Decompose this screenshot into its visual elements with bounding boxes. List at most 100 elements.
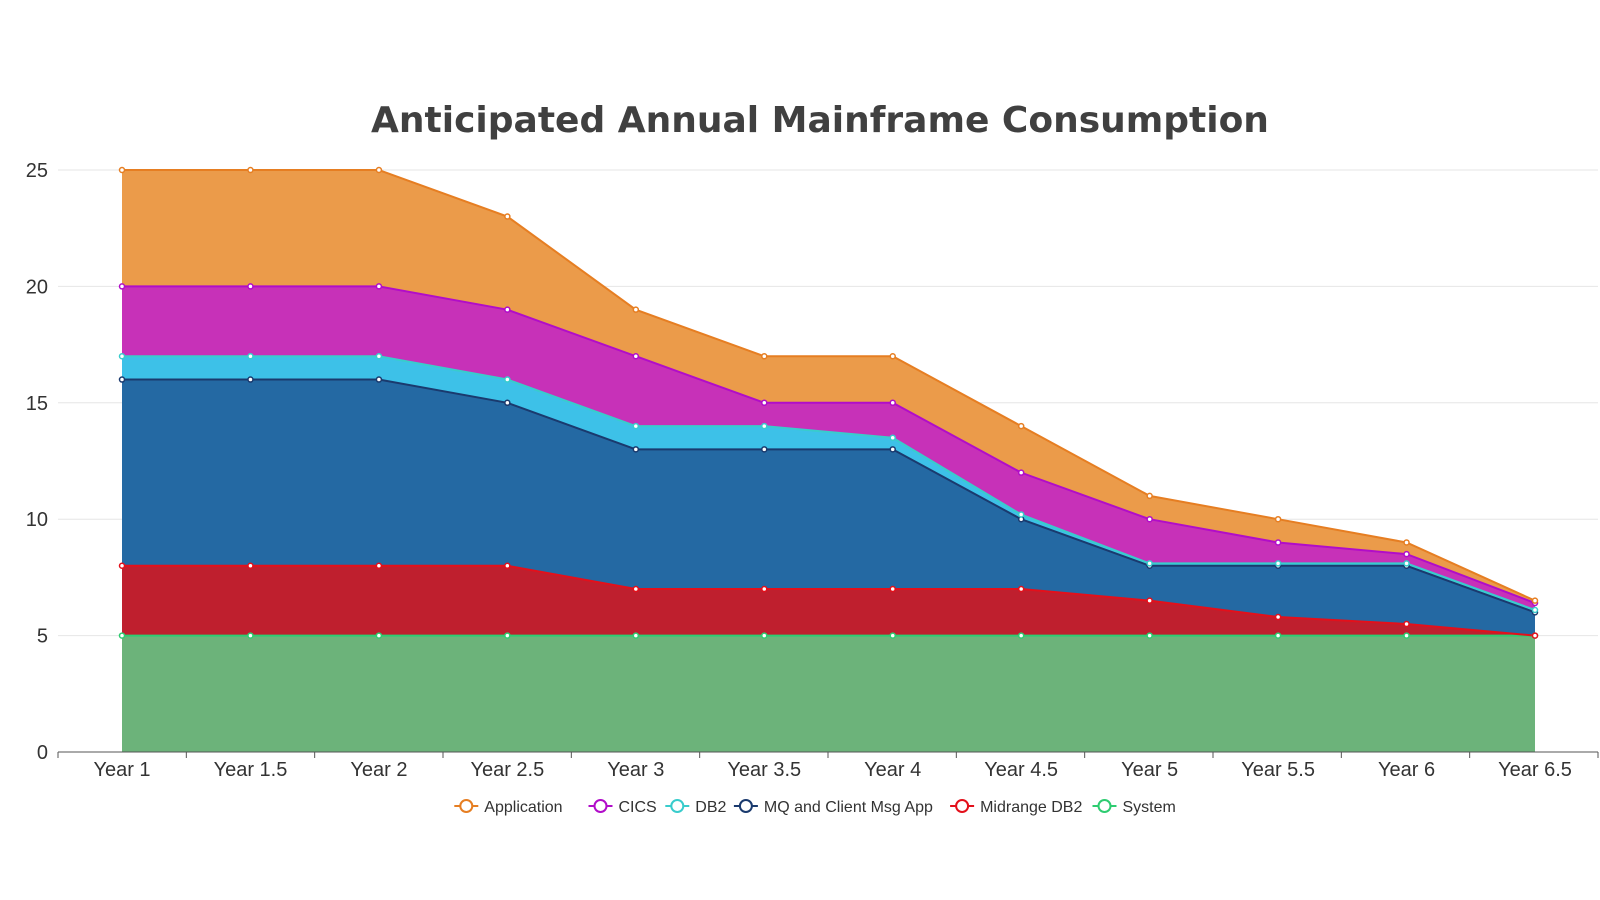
legend-item-application[interactable]: Application — [454, 799, 563, 816]
x-tick-label: Year 4 — [864, 759, 921, 781]
data-point-system[interactable] — [247, 632, 254, 639]
data-point-midrange-db2[interactable] — [761, 585, 768, 593]
data-point-application[interactable] — [118, 166, 126, 174]
data-point-db2[interactable] — [247, 352, 254, 360]
data-point-db2[interactable] — [118, 352, 126, 360]
data-point-midrange-db2[interactable] — [118, 562, 126, 570]
data-point-midrange-db2[interactable] — [247, 562, 254, 570]
data-point-midrange-db2[interactable] — [1274, 613, 1282, 621]
legend-swatch-marker — [955, 799, 970, 813]
data-point-application[interactable] — [247, 166, 254, 174]
data-point-cics[interactable] — [118, 283, 126, 290]
area-application — [122, 170, 1535, 604]
data-point-system[interactable] — [1017, 632, 1025, 639]
data-point-midrange-db2[interactable] — [1146, 597, 1153, 604]
data-point-db2[interactable] — [632, 422, 640, 430]
data-point-mq-and-client-msg-app[interactable] — [504, 399, 511, 407]
data-point-db2[interactable] — [1531, 606, 1539, 614]
data-point-system[interactable] — [504, 632, 511, 639]
data-point-application[interactable] — [375, 166, 383, 174]
y-tick-label: 5 — [37, 626, 48, 648]
data-point-application[interactable] — [504, 213, 511, 220]
data-point-mq-and-client-msg-app[interactable] — [761, 446, 768, 453]
data-point-cics[interactable] — [1017, 469, 1025, 476]
legend-item-mq-and-client-msg-app[interactable]: MQ and Client Msg App — [733, 799, 933, 816]
data-point-application[interactable] — [1403, 539, 1410, 546]
data-point-system[interactable] — [1146, 632, 1153, 639]
point-layer — [118, 166, 1539, 639]
data-point-system[interactable] — [375, 632, 383, 639]
data-point-system[interactable] — [1403, 632, 1410, 639]
data-point-system[interactable] — [761, 632, 768, 639]
area-cics — [122, 286, 1535, 610]
legend-label: CICS — [619, 799, 657, 816]
legend-item-system[interactable]: System — [1092, 799, 1176, 816]
x-tick-label: Year 2 — [350, 759, 407, 781]
x-tick-label: Year 5.5 — [1241, 759, 1315, 781]
data-point-midrange-db2[interactable] — [1403, 620, 1410, 628]
data-point-system[interactable] — [889, 632, 896, 639]
data-point-system[interactable] — [632, 632, 640, 639]
data-point-midrange-db2[interactable] — [1017, 585, 1025, 593]
data-point-cics[interactable] — [247, 283, 254, 290]
data-point-application[interactable] — [761, 352, 768, 360]
data-point-midrange-db2[interactable] — [504, 562, 511, 570]
legend-label: System — [1123, 799, 1176, 816]
data-point-db2[interactable] — [1146, 560, 1153, 567]
legend-item-db2[interactable]: DB2 — [665, 799, 727, 816]
x-tick-label: Year 5 — [1121, 759, 1178, 781]
data-point-cics[interactable] — [1274, 539, 1282, 546]
data-point-mq-and-client-msg-app[interactable] — [375, 376, 383, 383]
data-point-midrange-db2[interactable] — [889, 585, 896, 593]
legend-item-cics[interactable]: CICS — [588, 799, 657, 816]
x-tick-label: Year 1.5 — [214, 759, 288, 781]
data-point-midrange-db2[interactable] — [375, 562, 383, 570]
data-point-db2[interactable] — [1017, 511, 1025, 518]
data-point-db2[interactable] — [1274, 560, 1282, 567]
data-point-application[interactable] — [1274, 515, 1282, 523]
legend-label: Application — [484, 799, 562, 816]
data-point-midrange-db2[interactable] — [632, 585, 640, 593]
data-point-cics[interactable] — [761, 399, 768, 407]
area-mq-and-client-msg-app — [122, 379, 1535, 636]
data-point-application[interactable] — [1146, 492, 1153, 500]
data-point-mq-and-client-msg-app[interactable] — [118, 376, 126, 383]
data-point-mq-and-client-msg-app[interactable] — [247, 376, 254, 383]
legend-label: Midrange DB2 — [980, 799, 1082, 816]
data-point-db2[interactable] — [889, 434, 896, 441]
data-point-midrange-db2[interactable] — [1531, 632, 1539, 639]
legend-swatch-marker — [670, 799, 685, 813]
data-point-mq-and-client-msg-app[interactable] — [889, 446, 896, 453]
legend-item-midrange-db2[interactable]: Midrange DB2 — [950, 799, 1082, 816]
x-tick-label: Year 3.5 — [727, 759, 801, 781]
data-point-cics[interactable] — [632, 352, 640, 360]
legend-swatch-marker — [738, 799, 753, 813]
data-point-mq-and-client-msg-app[interactable] — [632, 446, 640, 453]
y-tick-label: 0 — [37, 742, 48, 764]
legend-swatch-marker — [593, 799, 608, 813]
data-point-db2[interactable] — [375, 352, 383, 360]
data-point-db2[interactable] — [1403, 560, 1410, 567]
data-point-db2[interactable] — [761, 422, 768, 430]
series-line-mq-and-client-msg-app — [122, 378, 1536, 614]
x-tick-label: Year 1 — [93, 759, 150, 781]
area-system — [122, 635, 1535, 752]
chart-title: Anticipated Annual Mainframe Consumption — [371, 100, 1269, 141]
data-point-cics[interactable] — [375, 283, 383, 290]
data-point-application[interactable] — [632, 306, 640, 313]
data-point-cics[interactable] — [889, 399, 896, 407]
x-tick-label: Year 2.5 — [470, 759, 544, 781]
data-point-application[interactable] — [889, 352, 896, 360]
data-point-system[interactable] — [118, 632, 126, 639]
data-point-cics[interactable] — [1146, 515, 1153, 523]
series-line-application — [122, 169, 1536, 602]
data-point-cics[interactable] — [504, 306, 511, 313]
data-point-application[interactable] — [1017, 422, 1025, 430]
series-line-cics — [122, 285, 1536, 604]
data-point-cics[interactable] — [1403, 550, 1410, 558]
data-point-system[interactable] — [1274, 632, 1282, 639]
data-point-application[interactable] — [1531, 597, 1539, 604]
x-tick-label: Year 6.5 — [1498, 759, 1572, 781]
data-point-db2[interactable] — [504, 376, 511, 383]
